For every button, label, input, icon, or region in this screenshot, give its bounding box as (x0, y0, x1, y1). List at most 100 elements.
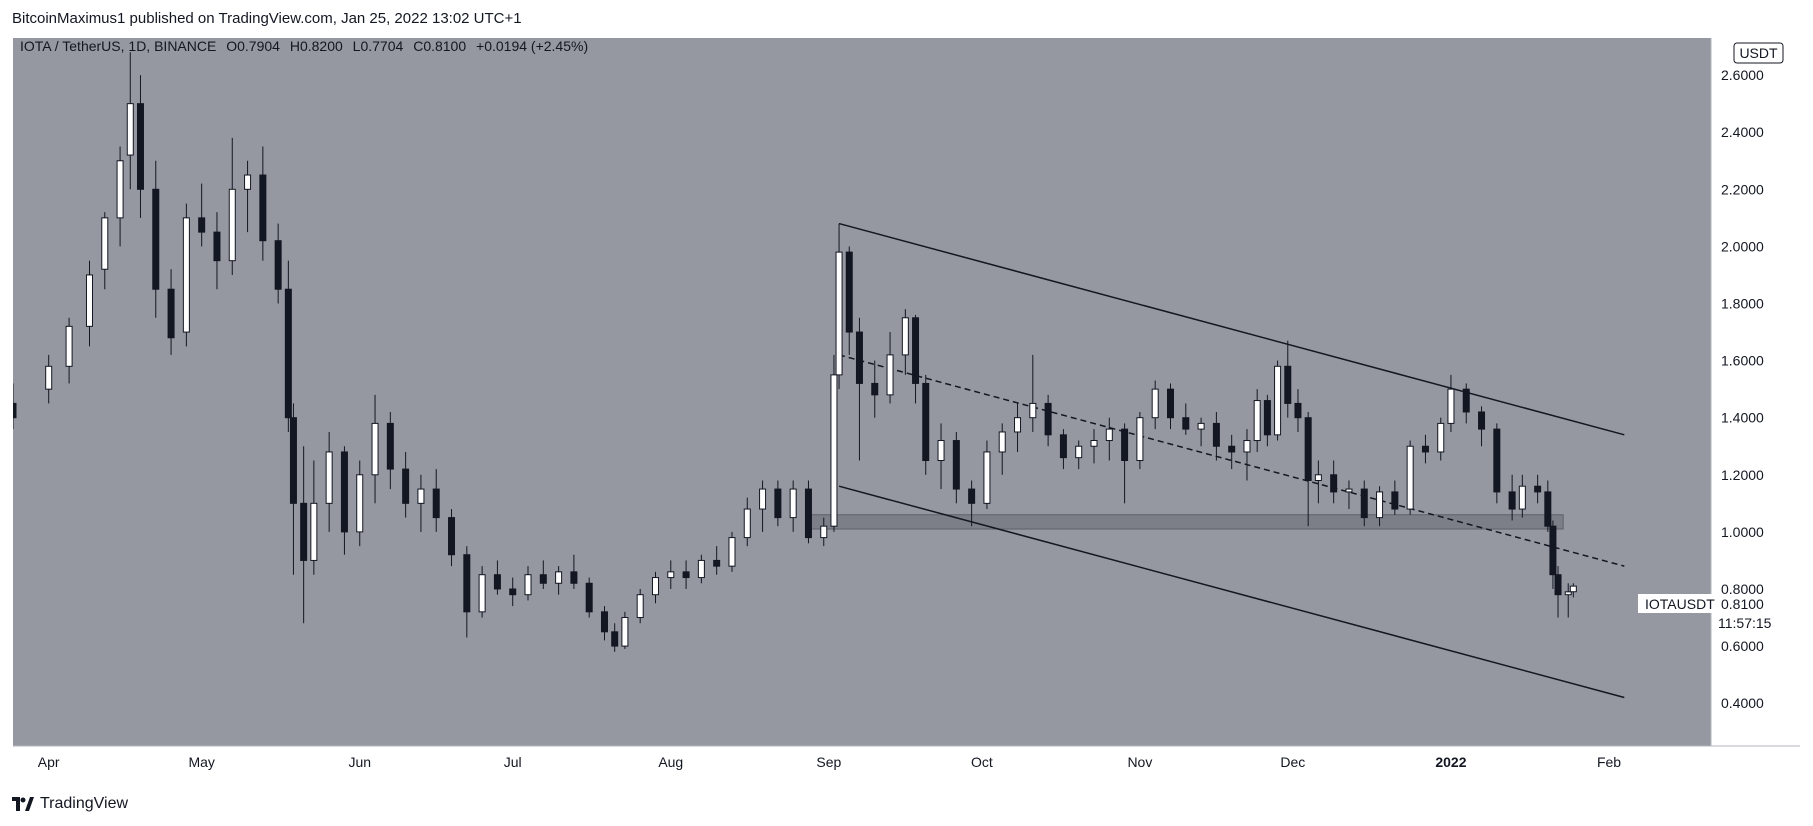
candle[interactable] (340, 446, 348, 555)
candle[interactable] (1421, 434, 1429, 464)
candle[interactable] (325, 431, 333, 532)
candle[interactable] (667, 560, 675, 589)
candle[interactable] (65, 317, 73, 384)
candle[interactable] (789, 480, 797, 532)
candle[interactable] (463, 546, 471, 638)
candle[interactable] (1294, 389, 1302, 432)
candle[interactable] (228, 137, 236, 275)
candle[interactable] (1330, 460, 1338, 504)
candle[interactable] (45, 354, 53, 404)
candle[interactable] (1166, 383, 1174, 430)
candle[interactable] (1462, 383, 1470, 424)
candle[interactable] (1121, 423, 1129, 504)
candle[interactable] (804, 480, 812, 544)
channel-midline-dashed[interactable] (838, 354, 1625, 567)
candle[interactable] (1059, 429, 1067, 470)
candle[interactable] (1345, 480, 1353, 510)
candle[interactable] (244, 160, 252, 233)
candle[interactable] (213, 212, 221, 290)
candle[interactable] (182, 203, 190, 347)
candle[interactable] (912, 314, 920, 404)
candle[interactable] (983, 440, 991, 510)
candle[interactable] (1151, 380, 1159, 430)
candle[interactable] (432, 469, 440, 532)
candle[interactable] (509, 577, 517, 607)
candle[interactable] (611, 623, 619, 652)
candle[interactable] (13, 383, 17, 430)
candle[interactable] (937, 423, 945, 490)
candle[interactable] (1136, 411, 1144, 470)
candle[interactable] (85, 260, 93, 347)
candle[interactable] (697, 554, 705, 584)
candle[interactable] (585, 577, 593, 618)
candle[interactable] (830, 354, 838, 532)
candle[interactable] (1314, 460, 1322, 504)
candle[interactable] (1376, 486, 1384, 527)
candle[interactable] (1478, 406, 1486, 447)
candle[interactable] (855, 317, 863, 461)
candle[interactable] (478, 566, 486, 618)
candle[interactable] (116, 146, 124, 247)
candle[interactable] (968, 480, 976, 527)
candle[interactable] (152, 160, 160, 318)
candle[interactable] (682, 560, 690, 589)
candle[interactable] (448, 509, 456, 567)
candle[interactable] (1105, 417, 1113, 461)
candle[interactable] (759, 480, 767, 532)
candle[interactable] (284, 260, 292, 432)
candle[interactable] (300, 446, 308, 624)
candle[interactable] (743, 497, 751, 547)
candle[interactable] (1508, 474, 1516, 521)
candle[interactable] (1090, 429, 1098, 464)
candle[interactable] (1212, 411, 1220, 461)
candle[interactable] (417, 474, 425, 532)
candle[interactable] (1284, 340, 1292, 418)
candle[interactable] (1274, 360, 1282, 441)
candle[interactable] (198, 183, 206, 247)
candle[interactable] (386, 411, 394, 490)
candle[interactable] (539, 560, 547, 589)
candle[interactable] (1564, 583, 1572, 618)
price-chart[interactable]: IOTA / TetherUS, 1D, BINANCE O0.7904 H0.… (13, 38, 1800, 780)
candle[interactable] (126, 52, 134, 190)
footer-brand[interactable]: TradingView (40, 795, 129, 812)
candle[interactable] (493, 560, 501, 595)
candle[interactable] (1544, 480, 1552, 532)
candle[interactable] (136, 75, 144, 218)
candle[interactable] (259, 146, 267, 261)
candle[interactable] (713, 546, 721, 575)
candle[interactable] (636, 588, 644, 624)
candle[interactable] (1014, 403, 1022, 452)
candle[interactable] (621, 611, 629, 649)
candle[interactable] (922, 374, 930, 475)
candle[interactable] (651, 571, 659, 604)
candle[interactable] (1391, 480, 1399, 515)
channel-lower-line[interactable] (838, 485, 1625, 699)
candle[interactable] (274, 223, 282, 304)
tradingview-logo-icon[interactable] (12, 797, 34, 811)
candle[interactable] (774, 480, 782, 527)
candle[interactable] (555, 566, 563, 595)
candle[interactable] (289, 403, 297, 575)
candle[interactable] (310, 460, 318, 575)
candle[interactable] (1029, 354, 1037, 432)
candle[interactable] (886, 332, 894, 404)
candle[interactable] (1437, 417, 1445, 461)
candle[interactable] (835, 223, 843, 390)
candle[interactable] (1197, 417, 1205, 447)
candle[interactable] (1304, 411, 1312, 527)
price-scale-panel[interactable] (1711, 38, 1800, 780)
candle[interactable] (871, 360, 879, 418)
candle[interactable] (524, 566, 532, 601)
candle[interactable] (570, 554, 578, 589)
candle[interactable] (1182, 403, 1190, 435)
currency-button[interactable] (1733, 42, 1784, 64)
candle[interactable] (402, 451, 410, 518)
candle[interactable] (1447, 374, 1455, 432)
candle[interactable] (1534, 474, 1542, 504)
candle[interactable] (1518, 474, 1526, 518)
time-axis-panel[interactable] (13, 746, 1800, 780)
candle[interactable] (1569, 583, 1577, 598)
candle[interactable] (1228, 434, 1236, 470)
candle[interactable] (101, 212, 109, 290)
